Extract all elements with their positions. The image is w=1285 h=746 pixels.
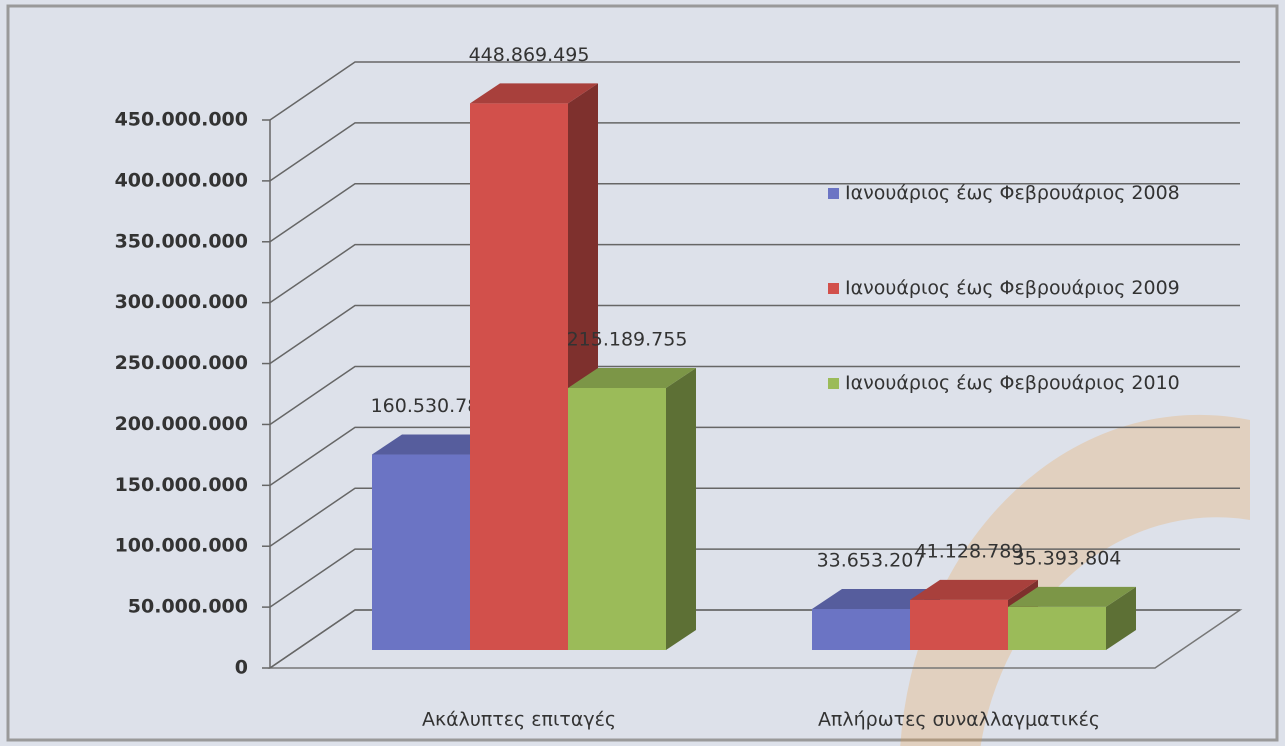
bar — [470, 83, 598, 650]
y-tick-label: 400.000.000 — [115, 169, 248, 191]
y-tick-label: 450.000.000 — [115, 109, 248, 131]
bar — [568, 367, 696, 650]
y-tick-label: 150.000.000 — [115, 474, 248, 496]
y-tick-label: 100.000.000 — [115, 535, 248, 557]
grid-line — [269, 304, 1240, 365]
legend-swatch — [828, 188, 839, 199]
grid-line — [269, 183, 1240, 243]
x-tick-label: Ακάλυπτες επιταγές — [422, 709, 616, 731]
x-tick-label: Απλήρωτες συναλλαγματικές — [818, 709, 1100, 731]
bar-top — [910, 579, 1038, 600]
y-tick-label: 350.000.000 — [115, 230, 248, 252]
bar-front — [470, 103, 568, 650]
frame — [6, 4, 1279, 742]
y-tick-label: 200.000.000 — [115, 413, 248, 435]
grid-line — [269, 548, 1240, 608]
y-tick-label: 250.000.000 — [115, 352, 248, 374]
bar-front — [910, 599, 1008, 650]
data-label: 33.653.207 — [817, 550, 926, 572]
bar-front — [812, 609, 910, 650]
bar-front — [568, 387, 666, 650]
data-label: 41.128.789 — [915, 540, 1024, 562]
bar — [1008, 586, 1136, 650]
bar-top — [372, 434, 500, 455]
bar-side — [666, 367, 696, 650]
legend-swatch — [828, 378, 839, 389]
bar-side — [1106, 586, 1136, 650]
y-tick-label: 300.000.000 — [115, 291, 248, 313]
watermark — [900, 414, 1250, 746]
grid-line — [269, 426, 1240, 486]
data-label: 215.189.755 — [567, 328, 688, 350]
data-label: 448.869.495 — [469, 44, 590, 66]
grid-line — [269, 122, 1240, 182]
y-tick-label: 0 — [235, 657, 248, 679]
bar-top — [812, 589, 940, 610]
bar-front — [372, 454, 470, 650]
legend-swatch — [828, 283, 839, 294]
grid-line — [269, 365, 1240, 426]
bar-front — [1008, 606, 1106, 650]
y-tick-label: 50.000.000 — [128, 596, 248, 618]
legend-label: Ιανουάριος έως Φεβρουάριος 2009 — [845, 277, 1180, 299]
bar-top — [470, 83, 598, 104]
grid-line — [269, 243, 1240, 304]
legend-entry: Ιανουάριος έως Φεβρουάριος 2009 — [828, 273, 1238, 303]
data-label: 160.530.782 — [371, 395, 492, 417]
legend-label: Ιανουάριος έως Φεβρουάριος 2008 — [845, 182, 1180, 204]
legend-label: Ιανουάριος έως Φεβρουάριος 2010 — [845, 372, 1180, 394]
bar-top — [1008, 586, 1136, 607]
bar-top — [568, 367, 696, 388]
grid-line — [269, 61, 1240, 121]
data-label: 35.393.804 — [1013, 547, 1122, 569]
legend-entry: Ιανουάριος έως Φεβρουάριος 2010 — [828, 368, 1238, 398]
grid-line — [269, 487, 1240, 547]
legend-entry: Ιανουάριος έως Φεβρουάριος 2008 — [828, 178, 1238, 208]
